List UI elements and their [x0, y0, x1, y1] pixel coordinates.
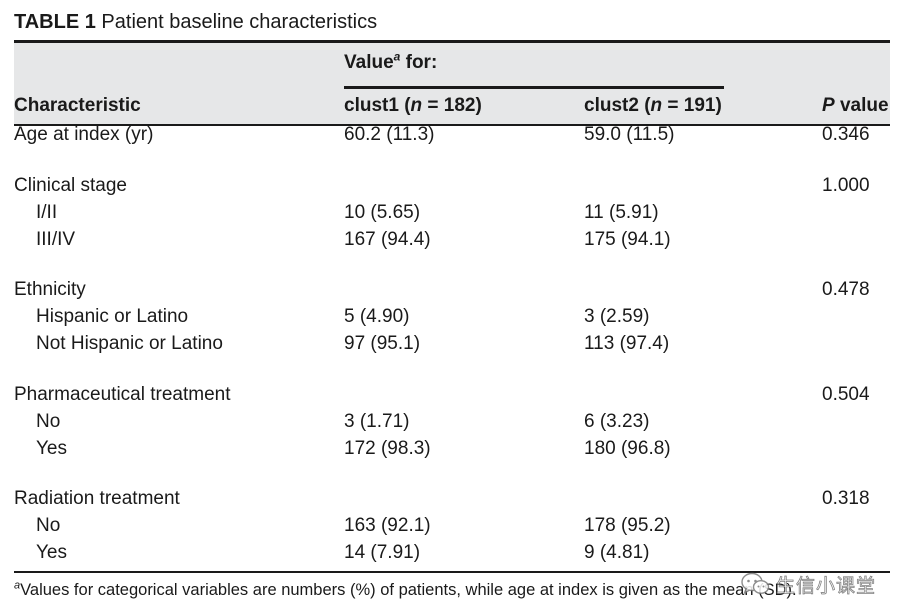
column-header-clust1: clust1 (n = 182): [344, 93, 482, 119]
row-clust2-value: 11 (5.91): [584, 201, 659, 223]
row-clust1-value: 14 (7.91): [344, 542, 421, 563]
column-header-clust2: clust2 (n = 191): [584, 93, 722, 119]
row-characteristic: I/II: [36, 201, 58, 223]
row-clust1-value: 167 (94.4): [344, 228, 431, 250]
table-row: Age at index (yr) 60.2 (11.3) 59.0 (11.5…: [14, 121, 890, 148]
row-clust2-value: 180 (96.8): [584, 437, 671, 459]
clust1-name: clust1 (: [344, 95, 411, 116]
row-p-value: 1.000: [822, 174, 870, 196]
table-row: Pharmaceutical treatment 0.504: [14, 381, 890, 408]
row-p-value: 0.318: [822, 488, 870, 509]
table-body: Age at index (yr) 60.2 (11.3) 59.0 (11.5…: [14, 121, 890, 566]
row-characteristic: Pharmaceutical treatment: [14, 383, 231, 405]
table-row: No 163 (92.1) 178 (95.2): [14, 512, 890, 539]
table-row: Yes 14 (7.91) 9 (4.81): [14, 539, 890, 566]
row-characteristic: Ethnicity: [14, 279, 86, 300]
p-symbol: P: [822, 95, 835, 116]
value-for-suffix: for:: [400, 52, 438, 73]
row-characteristic: Not Hispanic or Latino: [36, 333, 223, 354]
row-clust2-value: 6 (3.23): [584, 410, 650, 432]
row-clust2-value: 178 (95.2): [584, 515, 671, 536]
table-row: Hispanic or Latino 5 (4.90) 3 (2.59): [14, 303, 890, 330]
p-value-label: value: [834, 95, 889, 116]
table-document: TABLE 1 Patient baseline characteristics…: [14, 8, 890, 599]
table-row: III/IV 167 (94.4) 175 (94.1): [14, 226, 890, 253]
table-row: I/II 10 (5.65) 11 (5.91): [14, 199, 890, 226]
row-characteristic: No: [36, 410, 61, 432]
table-row: Clinical stage 1.000: [14, 172, 890, 199]
footnote-marker-a: a: [393, 49, 401, 64]
row-clust1-value: 60.2 (11.3): [344, 124, 435, 145]
row-clust2-value: 3 (2.59): [584, 306, 650, 327]
table-row: No 3 (1.71) 6 (3.23): [14, 408, 890, 435]
table-row: Not Hispanic or Latino 97 (95.1) 113 (97…: [14, 330, 890, 357]
row-characteristic: Clinical stage: [14, 174, 127, 196]
watermark-text: 生信小课堂: [776, 574, 877, 597]
row-characteristic: Radiation treatment: [14, 488, 180, 509]
header-band: [14, 43, 890, 124]
footnote-marker: a: [14, 579, 21, 592]
row-clust1-value: 10 (5.65): [344, 201, 421, 223]
row-p-value: 0.504: [822, 383, 870, 405]
row-characteristic: Hispanic or Latino: [36, 306, 189, 327]
table-caption: TABLE 1 Patient baseline characteristics: [14, 8, 890, 36]
table-title: Patient baseline characteristics: [101, 11, 378, 33]
table-row: Ethnicity 0.478: [14, 276, 890, 303]
bottom-rule: [14, 571, 890, 573]
row-clust2-value: 113 (97.4): [584, 333, 670, 354]
header-rule: [14, 124, 890, 126]
top-rule: [14, 40, 890, 43]
row-clust2-value: 9 (4.81): [584, 542, 650, 563]
footnote-text: Values for categorical variables are num…: [20, 581, 797, 599]
row-characteristic: Age at index (yr): [14, 124, 154, 145]
row-characteristic: No: [36, 515, 61, 536]
row-characteristic: III/IV: [36, 228, 76, 250]
row-characteristic: Yes: [36, 437, 67, 459]
row-p-value: 0.346: [822, 124, 870, 145]
clust2-n-symbol: n: [650, 95, 663, 116]
clust1-count: = 182): [422, 95, 482, 116]
row-clust1-value: 97 (95.1): [344, 333, 421, 354]
value-for-heading: Valuea for:: [344, 50, 437, 76]
watermark: 生信小课堂: [740, 569, 876, 599]
row-clust1-value: 5 (4.90): [344, 306, 410, 327]
row-characteristic: Yes: [36, 542, 67, 563]
row-clust2-value: 59.0 (11.5): [584, 124, 675, 145]
row-clust1-value: 3 (1.71): [344, 410, 410, 432]
row-p-value: 0.478: [822, 279, 870, 300]
table-footnote: aValues for categorical variables are nu…: [14, 578, 797, 602]
clust1-n-symbol: n: [410, 95, 423, 116]
row-clust1-value: 163 (92.1): [344, 515, 431, 536]
value-for-label: Value: [344, 52, 394, 73]
table-number: TABLE 1: [14, 11, 96, 33]
column-header-p-value: P value: [822, 93, 889, 119]
value-for-rule: [344, 86, 724, 89]
column-header-characteristic: Characteristic: [14, 95, 141, 116]
clust2-count: = 191): [662, 95, 722, 116]
row-clust2-value: 175 (94.1): [584, 228, 671, 250]
table-row: Radiation treatment 0.318: [14, 485, 890, 512]
clust2-name: clust2 (: [584, 95, 651, 116]
table-row: Yes 172 (98.3) 180 (96.8): [14, 435, 890, 462]
row-clust1-value: 172 (98.3): [344, 437, 431, 459]
wechat-icon: [741, 572, 770, 595]
